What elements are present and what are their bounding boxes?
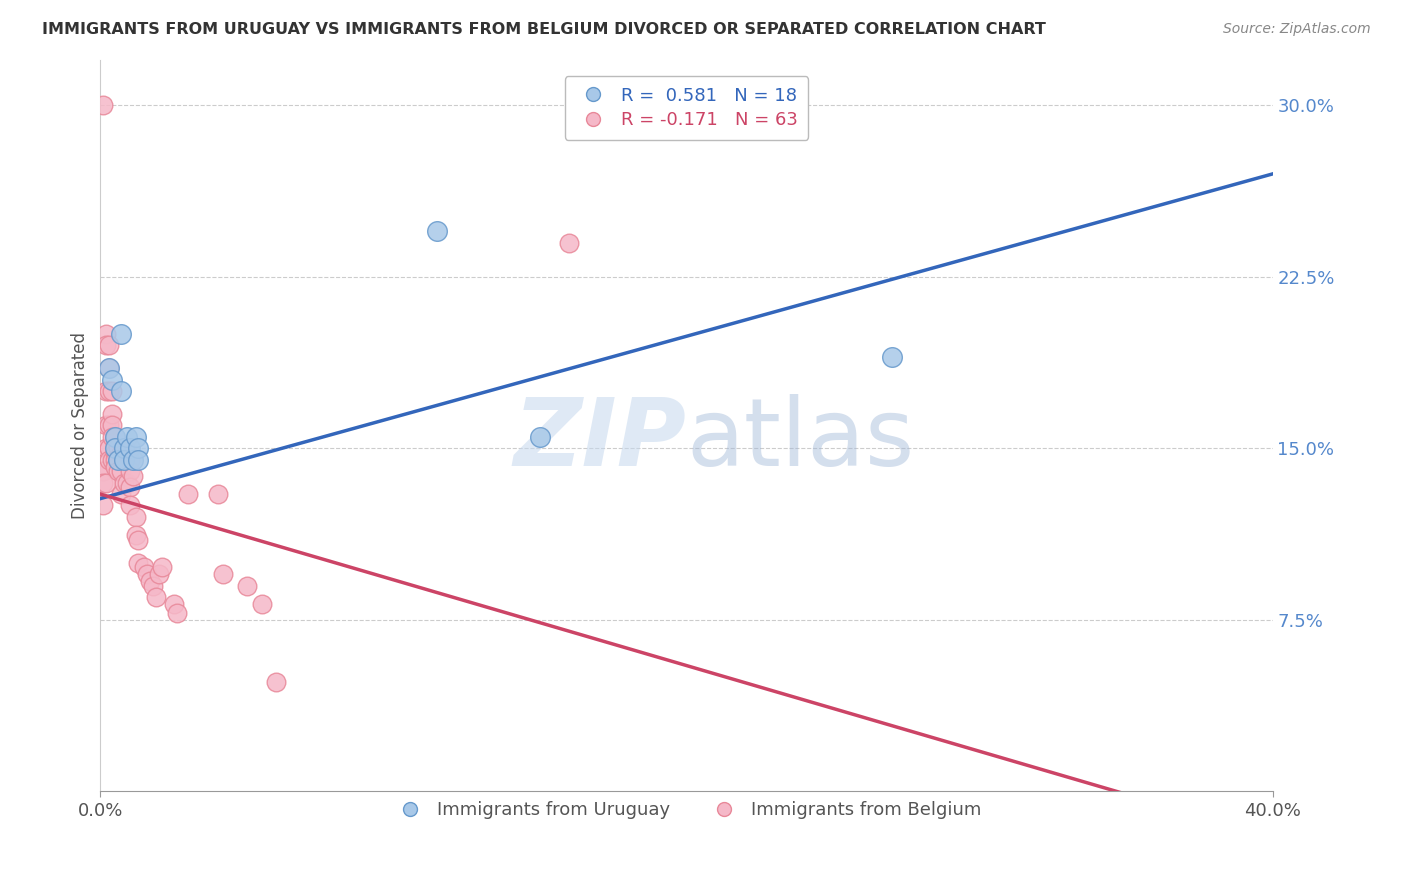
Point — [264, 674, 287, 689]
Text: ZIP: ZIP — [513, 394, 686, 486]
Point — [91, 464, 114, 478]
Point — [145, 590, 167, 604]
Point — [104, 452, 127, 467]
Text: atlas: atlas — [686, 394, 915, 486]
Point — [127, 533, 149, 547]
Point — [121, 468, 143, 483]
Point — [96, 384, 118, 399]
Point — [110, 487, 132, 501]
Point — [98, 361, 121, 376]
Point — [112, 452, 135, 467]
Point — [142, 578, 165, 592]
Point — [880, 350, 903, 364]
Text: IMMIGRANTS FROM URUGUAY VS IMMIGRANTS FROM BELGIUM DIVORCED OR SEPARATED CORRELA: IMMIGRANTS FROM URUGUAY VS IMMIGRANTS FR… — [42, 22, 1046, 37]
Point — [96, 338, 118, 352]
Point — [91, 98, 114, 112]
Point — [136, 567, 159, 582]
Point — [91, 475, 114, 490]
Point — [110, 384, 132, 399]
Point — [124, 509, 146, 524]
Point — [118, 452, 141, 467]
Point — [115, 475, 138, 490]
Point — [107, 452, 129, 467]
Point — [98, 442, 121, 456]
Point — [104, 446, 127, 460]
Point — [139, 574, 162, 588]
Point — [96, 326, 118, 341]
Point — [101, 384, 124, 399]
Point — [112, 475, 135, 490]
Point — [107, 442, 129, 456]
Point — [162, 597, 184, 611]
Point — [98, 338, 121, 352]
Point — [150, 560, 173, 574]
Point — [166, 606, 188, 620]
Point — [118, 464, 141, 478]
Point — [112, 446, 135, 460]
Point — [107, 452, 129, 467]
Point — [127, 556, 149, 570]
Point — [112, 452, 135, 467]
Legend: Immigrants from Uruguay, Immigrants from Belgium: Immigrants from Uruguay, Immigrants from… — [384, 794, 988, 826]
Point — [104, 459, 127, 474]
Text: Source: ZipAtlas.com: Source: ZipAtlas.com — [1223, 22, 1371, 37]
Point — [127, 442, 149, 456]
Point — [127, 452, 149, 467]
Point — [107, 464, 129, 478]
Point — [98, 361, 121, 376]
Point — [212, 567, 235, 582]
Point — [124, 430, 146, 444]
Point — [124, 528, 146, 542]
Point — [121, 452, 143, 467]
Point — [96, 475, 118, 490]
Point — [110, 326, 132, 341]
Point — [236, 578, 259, 592]
Point — [148, 567, 170, 582]
Point — [98, 418, 121, 433]
Point — [101, 407, 124, 421]
Point — [529, 430, 551, 444]
Point — [104, 442, 127, 456]
Point — [118, 442, 141, 456]
Point — [98, 384, 121, 399]
Point — [112, 442, 135, 456]
Point — [101, 373, 124, 387]
Point — [104, 442, 127, 456]
Point — [558, 235, 581, 250]
Point — [96, 442, 118, 456]
Point — [96, 418, 118, 433]
Point — [98, 452, 121, 467]
Point — [118, 499, 141, 513]
Point — [250, 597, 273, 611]
Point — [110, 446, 132, 460]
Point — [115, 446, 138, 460]
Point — [91, 499, 114, 513]
Point — [177, 487, 200, 501]
Point — [134, 560, 156, 574]
Point — [207, 487, 229, 501]
Point — [115, 430, 138, 444]
Point — [104, 430, 127, 444]
Point — [101, 418, 124, 433]
Point — [91, 464, 114, 478]
Y-axis label: Divorced or Separated: Divorced or Separated — [72, 332, 89, 519]
Point — [118, 480, 141, 494]
Point — [101, 430, 124, 444]
Point — [104, 430, 127, 444]
Point — [101, 452, 124, 467]
Point — [110, 464, 132, 478]
Point — [426, 224, 449, 238]
